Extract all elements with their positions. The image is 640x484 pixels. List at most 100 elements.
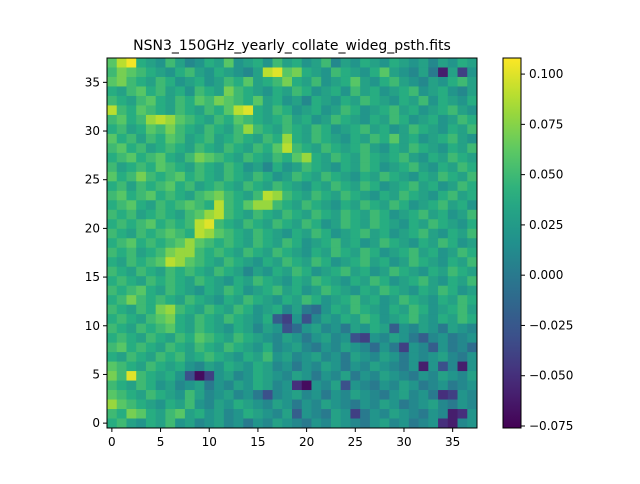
heatmap-cell	[116, 95, 127, 106]
heatmap-cell	[126, 266, 137, 277]
heatmap-cell	[360, 323, 371, 334]
heatmap-cell	[155, 152, 166, 163]
heatmap-cell	[253, 209, 264, 220]
heatmap-cell	[360, 152, 371, 163]
heatmap-cell	[253, 314, 264, 325]
heatmap-cell	[116, 266, 127, 277]
heatmap-cell	[467, 105, 478, 116]
heatmap-cell	[321, 190, 332, 201]
heatmap-cell	[301, 181, 312, 192]
heatmap-cell	[418, 333, 429, 344]
heatmap-cell	[330, 295, 342, 306]
heatmap-cell	[223, 143, 234, 154]
heatmap-cell	[311, 133, 322, 144]
heatmap-cell	[155, 171, 166, 182]
heatmap-cell	[145, 266, 157, 277]
heatmap-cell	[389, 285, 400, 296]
heatmap-cell	[447, 133, 458, 144]
heatmap-cell	[321, 390, 332, 400]
heatmap-cell	[311, 409, 322, 419]
heatmap-cell	[301, 314, 312, 325]
heatmap-cell	[165, 418, 176, 429]
heatmap-cell	[145, 257, 157, 268]
heatmap-cell	[292, 352, 303, 362]
heatmap-cell	[418, 295, 429, 306]
heatmap-cell	[165, 105, 176, 116]
heatmap-cell	[243, 380, 254, 391]
heatmap-cell	[194, 114, 205, 125]
heatmap-cell	[272, 257, 283, 268]
heatmap-cell	[418, 67, 429, 78]
heatmap-cell	[447, 228, 458, 239]
heatmap-cell	[389, 209, 400, 220]
heatmap-cell	[301, 390, 312, 400]
heatmap-cell	[136, 285, 147, 296]
heatmap-cell	[175, 266, 186, 277]
heatmap-cell	[467, 304, 478, 315]
heatmap-cell	[204, 86, 215, 97]
heatmap-cell	[369, 266, 381, 277]
heatmap-cell	[253, 152, 264, 163]
heatmap-cell	[379, 133, 390, 144]
heatmap-cell	[428, 323, 439, 334]
x-tick-label: 5	[157, 435, 165, 449]
heatmap-cell	[321, 200, 332, 211]
heatmap-cell	[457, 276, 468, 287]
heatmap-cell	[262, 295, 273, 306]
heatmap-cell	[301, 418, 312, 429]
heatmap-cell	[262, 285, 273, 296]
heatmap-cell	[136, 323, 147, 334]
heatmap-cell	[165, 409, 176, 419]
heatmap-cell	[457, 409, 468, 419]
heatmap-cell	[428, 418, 439, 429]
heatmap-cell	[301, 95, 312, 106]
heatmap-cell	[457, 171, 468, 182]
heatmap-cell	[408, 152, 419, 163]
heatmap-cell	[428, 143, 439, 154]
heatmap-cell	[184, 380, 196, 391]
heatmap-cell	[214, 95, 225, 106]
heatmap-cell	[399, 247, 410, 258]
heatmap-cell	[272, 285, 283, 296]
heatmap-cell	[467, 76, 478, 87]
heatmap-cell	[369, 304, 381, 315]
heatmap-cell	[379, 86, 390, 97]
heatmap-cell	[107, 304, 118, 315]
heatmap-cell	[253, 333, 264, 344]
heatmap-cell	[184, 76, 196, 87]
heatmap-cell	[155, 285, 166, 296]
heatmap-cell	[418, 409, 429, 419]
heatmap-cell	[311, 181, 322, 192]
heatmap-cell	[330, 200, 342, 211]
heatmap-cell	[350, 295, 361, 306]
heatmap-cell	[204, 409, 215, 419]
heatmap-cell	[204, 380, 215, 391]
heatmap-cell	[223, 105, 234, 116]
heatmap-cell	[214, 171, 225, 182]
heatmap-cell	[379, 181, 390, 192]
heatmap-cell	[175, 285, 186, 296]
heatmap-cell	[467, 114, 478, 125]
heatmap-cell	[204, 295, 215, 306]
heatmap-cell	[360, 181, 371, 192]
heatmap-cell	[399, 143, 410, 154]
heatmap-cell	[418, 257, 429, 268]
heatmap-cell	[116, 285, 127, 296]
heatmap-cell	[428, 390, 439, 400]
heatmap-cell	[282, 238, 293, 249]
heatmap-cell	[253, 409, 264, 419]
heatmap-cell	[116, 228, 127, 239]
heatmap-cell	[204, 171, 215, 182]
heatmap-cell	[223, 333, 234, 344]
heatmap-cell	[399, 342, 410, 353]
heatmap-cell	[107, 333, 118, 344]
heatmap-cell	[243, 266, 254, 277]
heatmap-cell	[155, 209, 166, 220]
heatmap-cell	[214, 342, 225, 353]
heatmap-cell	[136, 304, 147, 315]
heatmap-cell	[447, 114, 458, 125]
heatmap-cell	[418, 228, 429, 239]
heatmap-cell	[428, 133, 439, 144]
heatmap-cell	[214, 200, 225, 211]
heatmap-cell	[116, 314, 127, 325]
